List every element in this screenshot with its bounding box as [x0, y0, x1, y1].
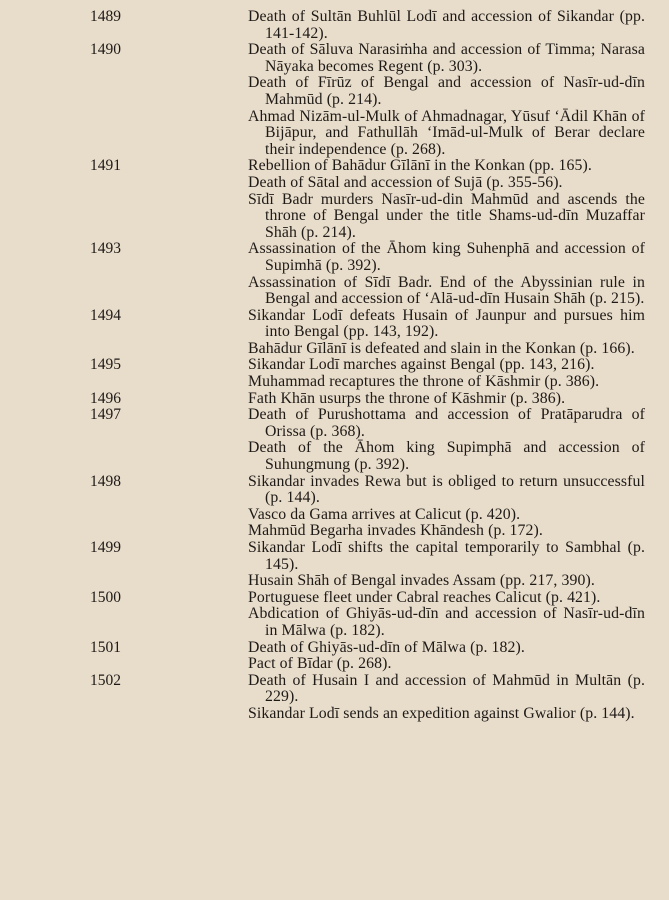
chronology-entry: 1496 Fath Khān usurps the throne of Kāshm… [0, 389, 669, 408]
chronology-entry: Vasco da Gama arrives at Calicut (p. 420… [0, 505, 669, 524]
chronology-entry: 1494 Sikandar Lodī defeats Husain of Jaun… [0, 306, 669, 341]
entry-event: Portuguese fleet under Cabral reaches Ca… [248, 588, 601, 606]
chronology-entry: 1493 Assassination of the Āhom king Suhen… [0, 240, 669, 274]
chronology-table: 1489 Death of Sultān Buhlūl Lodī and acce… [0, 8, 669, 723]
chronology-entry: 1501 Death of Ghiyās-ud-dīn of Mālwa (p. … [0, 638, 669, 657]
entry-year: 1497 [90, 406, 121, 424]
entry-year [0, 75, 248, 108]
entry-year: 1495 [90, 356, 121, 374]
entry-event: Death of Husain I and accession of Mahmū… [248, 671, 645, 706]
entry-event: Death of Ghiyās-ud-dīn of Mālwa (p. 182)… [248, 638, 525, 656]
entry-year [0, 523, 248, 540]
chronology-entry: Pact of Bīdar (p. 268). [0, 656, 669, 673]
chronology-entry: 1499 Sikandar Lodī shifts the capital tem… [0, 539, 669, 573]
entry-year [0, 175, 248, 192]
entry-year [0, 507, 248, 524]
entry-event: Sīdī Badr murders Nasīr-ud-din Mahmūd an… [248, 190, 645, 241]
entry-year [0, 374, 248, 391]
entry-event: Bahādur Gīlānī is defeated and slain in … [248, 339, 635, 357]
chronology-entry: Death of Fīrūz of Bengal and accession o… [0, 75, 669, 108]
chronology-entry: 1502 Death of Husain I and accession of M… [0, 671, 669, 706]
entry-year: 1496 [90, 389, 121, 407]
chronology-entry: 1491 Rebellion of Bahādur Gīlānī in the K… [0, 158, 669, 175]
entry-year: 1500 [90, 588, 121, 606]
chronology-entry: Death of Sātal and accession of Sujā (p.… [0, 173, 669, 192]
entry-event: Assassination of Sīdī Badr. End of the A… [248, 273, 645, 308]
entry-year [0, 275, 248, 308]
entry-year [0, 341, 248, 358]
entry-event: Death of Sultān Buhlūl Lodī and accessio… [248, 8, 645, 42]
entry-year: 1494 [90, 306, 121, 324]
entry-event: Rebellion of Bahādur Gīlānī in the Konka… [248, 157, 592, 175]
entry-event: Death of Purushottama and accession of P… [248, 406, 645, 440]
chronology-entry: 1490 Death of Sāluva Narasiṁha and access… [0, 41, 669, 75]
chronology-entry: Bahādur Gīlānī is defeated and slain in … [0, 339, 669, 358]
entry-event: Death of Fīrūz of Bengal and accession o… [248, 74, 645, 108]
entry-year [0, 192, 248, 242]
entry-event: Mahmūd Begarha invades Khāndesh (p. 172)… [248, 522, 543, 540]
entry-event: Abdication of Ghiyās-ud-dīn and accessio… [248, 605, 645, 639]
entry-year: 1490 [90, 41, 121, 59]
entry-event: Sikandar Lodī marches against Bengal (pp… [248, 356, 595, 374]
entry-year [0, 109, 248, 159]
chronology-entry: 1489 Death of Sultān Buhlūl Lodī and acce… [0, 8, 669, 42]
entry-event: Vasco da Gama arrives at Calicut (p. 420… [248, 505, 521, 523]
chronology-entry: Abdication of Ghiyās-ud-dīn and accessio… [0, 606, 669, 639]
entry-year: 1498 [90, 472, 121, 490]
chronology-entry: Muhammad recaptures the throne of Kāshmi… [0, 373, 669, 391]
entry-year: 1501 [90, 638, 121, 656]
entry-event: Sikandar Lodī sends an expedition agains… [248, 704, 635, 722]
entry-event: Fath Khān usurps the throne of Kāshmir (… [248, 389, 566, 407]
entry-event: Death of Sāluva Narasiṁha and accession … [248, 41, 645, 75]
entry-year [0, 656, 248, 673]
chronology-entry: Mahmūd Begarha invades Khāndesh (p. 172)… [0, 523, 669, 540]
chronology-entry: 1497 Death of Purushottama and accession … [0, 406, 669, 440]
entry-year [0, 440, 248, 473]
chronology-entry: 1500 Portuguese fleet under Cabral reache… [0, 588, 669, 607]
entry-event: Death of the Āhom king Supimphā and acce… [248, 439, 645, 474]
chronology-entry: Assassination of Sīdī Badr. End of the A… [0, 273, 669, 308]
entry-event: Husain Shāh of Bengal invades Assam (pp.… [248, 572, 595, 590]
entry-year [0, 706, 248, 723]
chronology-entry: Sikandar Lodī sends an expedition agains… [0, 704, 669, 723]
entry-year [0, 573, 248, 590]
chronology-entry: 1495 Sikandar Lodī marches against Bengal… [0, 357, 669, 374]
entry-event: Muhammad recaptures the throne of Kāshmi… [248, 373, 600, 391]
entry-event: Ahmad Nizām-ul-Mulk of Ahmadnagar, Yūsuf… [248, 107, 645, 158]
chronology-entry: Husain Shāh of Bengal invades Assam (pp.… [0, 573, 669, 590]
entry-event: Assassination of the Āhom king Suhenphā … [248, 240, 645, 274]
entry-event: Death of Sātal and accession of Sujā (p.… [248, 173, 563, 191]
entry-year: 1489 [90, 8, 121, 25]
entry-year [0, 606, 248, 639]
entry-year: 1491 [90, 157, 121, 175]
chronology-entry: Death of the Āhom king Supimphā and acce… [0, 440, 669, 473]
chronology-entry: Sīdī Badr murders Nasīr-ud-din Mahmūd an… [0, 190, 669, 242]
chronology-entry: Ahmad Nizām-ul-Mulk of Ahmadnagar, Yūsuf… [0, 107, 669, 159]
entry-event: Sikandar Lodī shifts the capital tempora… [248, 539, 645, 573]
entry-year: 1499 [90, 539, 121, 556]
entry-year: 1502 [90, 671, 121, 689]
entry-event: Sikandar Lodī defeats Husain of Jaunpur … [248, 306, 645, 341]
entry-event: Pact of Bīdar (p. 268). [248, 655, 392, 673]
chronology-entry: 1498 Sikandar invades Rewa but is obliged… [0, 472, 669, 507]
entry-year: 1493 [90, 240, 121, 258]
entry-event: Sikandar invades Rewa but is obliged to … [248, 472, 645, 507]
